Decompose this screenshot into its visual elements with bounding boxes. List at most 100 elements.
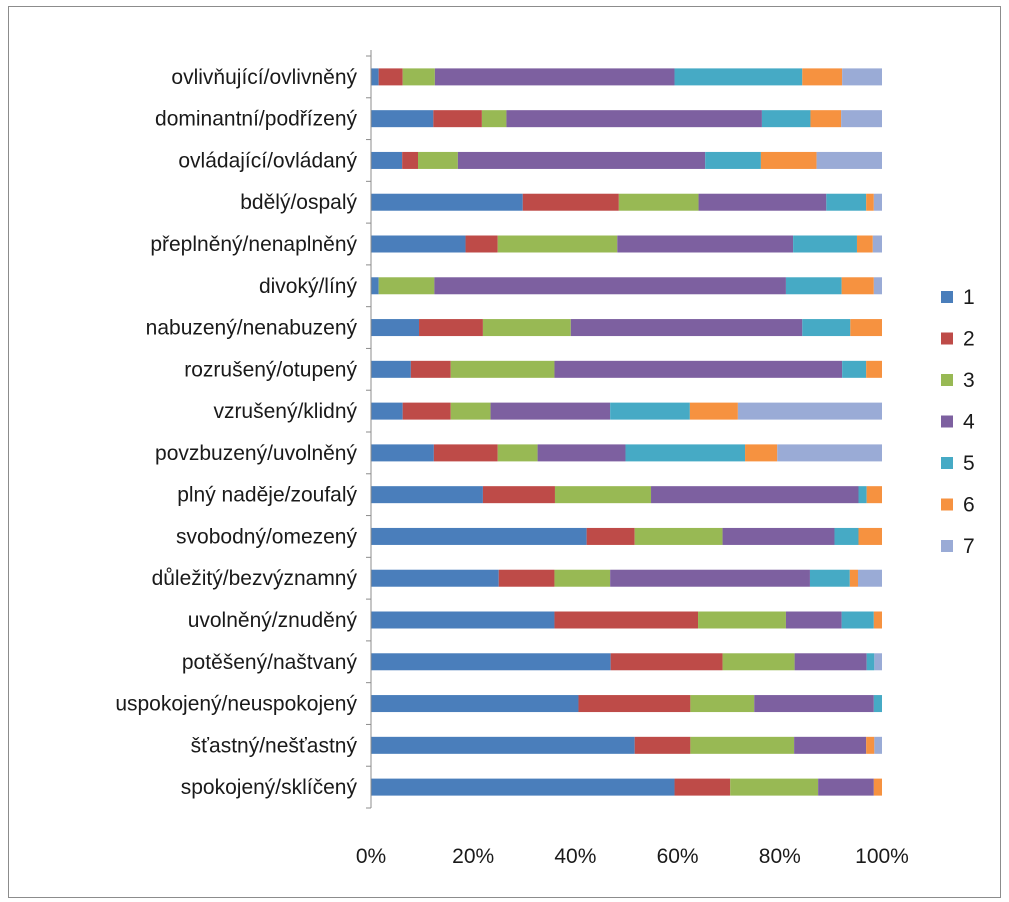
bar-segment-6-row-6 (841, 277, 874, 295)
bar-segment-3-row-3 (418, 151, 458, 169)
bar-segment-5-row-15 (866, 653, 875, 671)
legend-swatch-6 (941, 498, 953, 511)
bar-segment-4-row-6 (434, 277, 786, 295)
category-label: nabuzený/nenabuzený (146, 317, 358, 340)
bar-segment-2-row-10 (433, 444, 498, 462)
stacked-bar-chart: ovlivňující/ovlivněný dominantní/podřízen… (115, 50, 975, 868)
legend-swatch-3 (941, 374, 953, 386)
legend-swatch-5 (941, 457, 953, 469)
bar-segment-4-row-9 (490, 402, 611, 420)
bar-segment-4-row-5 (617, 235, 794, 253)
category-label: svobodný/omezený (176, 525, 357, 548)
bars-layer (371, 68, 882, 796)
bar-segment-2-row-13 (498, 569, 555, 587)
bar-segment-6-row-10 (745, 444, 778, 462)
bar-segment-7-row-5 (872, 235, 882, 253)
category-label: dominantní/podřízený (155, 108, 357, 131)
x-tick-labels: 0% 20% 40% 60% 80% 100% (356, 845, 909, 868)
legend: 1 2 3 4 5 6 7 (941, 286, 975, 558)
bar-segment-3-row-16 (690, 695, 755, 713)
bar-segment-3-row-14 (698, 611, 786, 629)
bar-segment-5-row-14 (841, 611, 874, 629)
bar-segment-5-row-11 (858, 486, 867, 504)
bar-segment-5-row-7 (802, 319, 851, 337)
x-tick-label: 60% (657, 845, 699, 868)
bar-segment-7-row-13 (857, 569, 882, 587)
bar-segment-5-row-12 (834, 527, 859, 545)
legend-swatch-7 (941, 540, 953, 552)
bar-segment-3-row-5 (497, 235, 618, 253)
legend-label-7: 7 (963, 535, 975, 558)
x-tick-label: 0% (356, 845, 386, 868)
legend-label-4: 4 (963, 411, 975, 434)
bar-segment-1-row-16 (371, 695, 579, 713)
bar-segment-3-row-1 (402, 68, 435, 86)
bar-segment-1-row-4 (371, 193, 523, 211)
bar-segment-1-row-14 (371, 611, 555, 629)
bar-segment-1-row-15 (371, 653, 611, 671)
bar-segment-1-row-3 (371, 151, 403, 169)
bar-segment-4-row-2 (506, 110, 762, 128)
bar-segment-6-row-9 (689, 402, 738, 420)
bar-segment-3-row-6 (378, 277, 435, 295)
bar-segment-4-row-16 (754, 695, 874, 713)
bar-segment-2-row-4 (522, 193, 619, 211)
bar-segment-1-row-2 (371, 110, 434, 128)
bar-segment-4-row-8 (554, 360, 843, 378)
bar-segment-5-row-8 (842, 360, 867, 378)
axis-layer (366, 50, 372, 809)
bar-segment-1-row-5 (371, 235, 466, 253)
category-label: vzrušený/klidný (213, 400, 357, 423)
legend-swatch-2 (941, 332, 953, 345)
bar-segment-3-row-17 (690, 736, 795, 754)
category-label: povzbuzený/uvolněný (155, 442, 357, 465)
bar-segment-7-row-15 (874, 653, 882, 671)
bar-segment-5-row-13 (809, 569, 850, 587)
x-tick-label: 20% (452, 845, 494, 868)
category-label: ovládající/ovládaný (178, 149, 357, 172)
bar-segment-3-row-15 (722, 653, 795, 671)
bar-segment-2-row-8 (410, 360, 451, 378)
bar-segment-3-row-12 (634, 527, 723, 545)
bar-segment-2-row-12 (586, 527, 635, 545)
bar-segment-3-row-2 (481, 110, 507, 128)
bar-segment-4-row-10 (537, 444, 626, 462)
legend-label-3: 3 (963, 369, 975, 392)
bar-segment-1-row-18 (371, 778, 675, 796)
bar-segment-6-row-3 (760, 151, 817, 169)
bar-segment-3-row-13 (554, 569, 611, 587)
bar-segment-2-row-16 (578, 695, 691, 713)
bar-segment-2-row-9 (402, 402, 451, 420)
bar-segment-5-row-3 (705, 151, 761, 169)
category-label: potěšený/naštvaný (182, 651, 358, 674)
chart-frame: ovlivňující/ovlivněný dominantní/podřízen… (8, 6, 1001, 898)
legend-swatch-4 (941, 415, 953, 428)
category-label: uspokojený/neuspokojený (115, 693, 357, 716)
bar-segment-6-row-8 (866, 360, 882, 378)
bar-segment-6-row-12 (858, 527, 882, 545)
bar-segment-6-row-13 (849, 569, 858, 587)
bar-segment-6-row-2 (810, 110, 842, 128)
bar-segment-6-row-5 (856, 235, 873, 253)
category-label: přeplněný/nenaplněný (150, 233, 357, 256)
bar-segment-3-row-18 (730, 778, 819, 796)
bar-segment-6-row-1 (802, 68, 843, 86)
bar-segment-7-row-17 (874, 736, 882, 754)
bar-segment-7-row-1 (842, 68, 882, 86)
bar-segment-7-row-4 (873, 193, 882, 211)
bar-segment-3-row-11 (554, 486, 652, 504)
bar-segment-7-row-2 (841, 110, 882, 128)
bar-segment-2-row-3 (402, 151, 419, 169)
bar-segment-5-row-6 (785, 277, 842, 295)
bar-segment-5-row-4 (826, 193, 867, 211)
bar-segment-7-row-6 (873, 277, 882, 295)
bar-segment-1-row-1 (371, 68, 379, 86)
bar-segment-4-row-17 (794, 736, 867, 754)
bar-segment-1-row-12 (371, 527, 587, 545)
bar-segment-2-row-1 (378, 68, 403, 86)
bar-segment-4-row-1 (434, 68, 675, 86)
bar-segment-5-row-1 (674, 68, 803, 86)
bar-segment-5-row-10 (625, 444, 746, 462)
category-label: divoký/líný (259, 275, 358, 298)
bar-segment-1-row-8 (371, 360, 411, 378)
